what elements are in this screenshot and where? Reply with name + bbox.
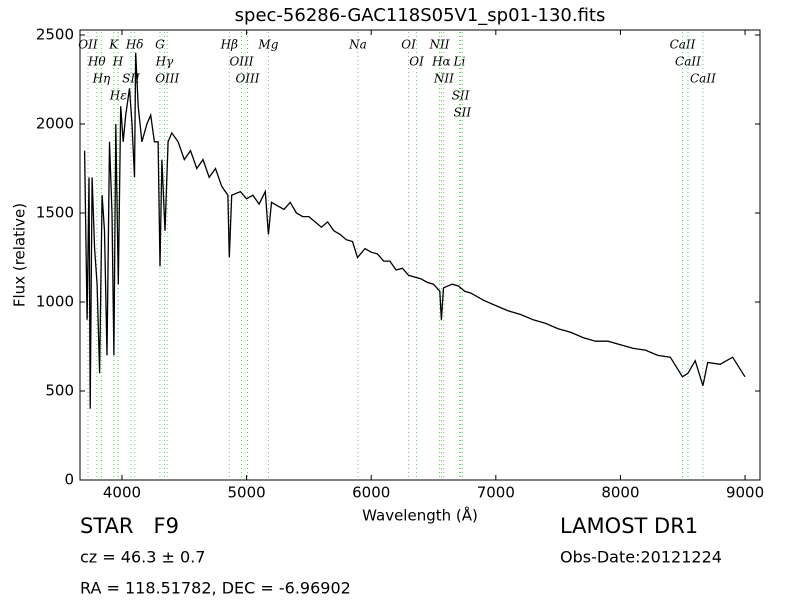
redshift: cz = 46.3 ± 0.7 xyxy=(80,548,205,567)
y-tick-label: 1500 xyxy=(36,203,74,221)
y-tick-label: 500 xyxy=(45,381,74,399)
spectral-line-label: Hα xyxy=(431,55,451,69)
survey: LAMOST DR1 xyxy=(560,514,698,538)
y-tick-label: 1000 xyxy=(36,292,74,310)
spectral-line-label: NII xyxy=(433,72,454,86)
spectral-line-label: CaII xyxy=(675,55,701,69)
spectral-line-label: OIII xyxy=(155,72,179,86)
spectral-line-label: Hβ xyxy=(220,38,238,52)
spectral-line-label: SII xyxy=(453,106,471,120)
spectral-line-label: OIII xyxy=(229,55,253,69)
spectral-line-label: Hθ xyxy=(87,55,106,69)
spectral-line-label: G xyxy=(155,38,165,52)
spectral-line-label: OII xyxy=(78,38,98,52)
spectral-class: STAR F9 xyxy=(80,514,179,538)
x-tick-label: 8000 xyxy=(601,484,639,502)
obs-date: Obs-Date:20121224 xyxy=(560,548,722,567)
y-tick-label: 2500 xyxy=(36,25,74,43)
y-tick-label: 0 xyxy=(64,471,74,489)
spectral-line-label: NII xyxy=(429,38,450,52)
x-tick-label: 9000 xyxy=(726,484,764,502)
x-tick-label: 7000 xyxy=(477,484,515,502)
chart-title: spec-56286-GAC118S05V1_sp01-130.fits xyxy=(235,5,606,26)
spectral-line-label: Hδ xyxy=(125,38,144,52)
x-tick-label: 6000 xyxy=(352,484,390,502)
x-axis-label: Wavelength (Å) xyxy=(362,506,478,525)
plot-frame xyxy=(79,29,761,481)
x-tick-label: 5000 xyxy=(228,484,266,502)
spectrum-line xyxy=(83,52,746,409)
y-axis-label: Flux (relative) xyxy=(11,203,29,307)
spectral-line-label: K xyxy=(108,38,119,52)
spectral-line-label: H xyxy=(112,55,124,69)
spectral-line-label: Li xyxy=(453,55,466,69)
spectral-line-label: Hε xyxy=(109,89,127,103)
y-tick-label: 2000 xyxy=(36,114,74,132)
coordinates: RA = 118.51782, DEC = -6.96902 xyxy=(80,579,351,598)
spectral-line-label: Mg xyxy=(257,38,278,52)
spectral-line-label: OI xyxy=(401,38,416,52)
spectral-line-label: CaII xyxy=(690,72,716,86)
spectral-line-label: OI xyxy=(409,55,424,69)
spectral-line-label: Hγ xyxy=(155,55,174,69)
spectral-line-label: Na xyxy=(348,38,367,52)
spectral-line-label: OIII xyxy=(235,72,259,86)
spectral-line-label: CaII xyxy=(670,38,696,52)
spectral-line-label: Hη xyxy=(92,72,111,86)
spectral-line-label: SII xyxy=(452,89,470,103)
x-tick-label: 4000 xyxy=(103,484,141,502)
